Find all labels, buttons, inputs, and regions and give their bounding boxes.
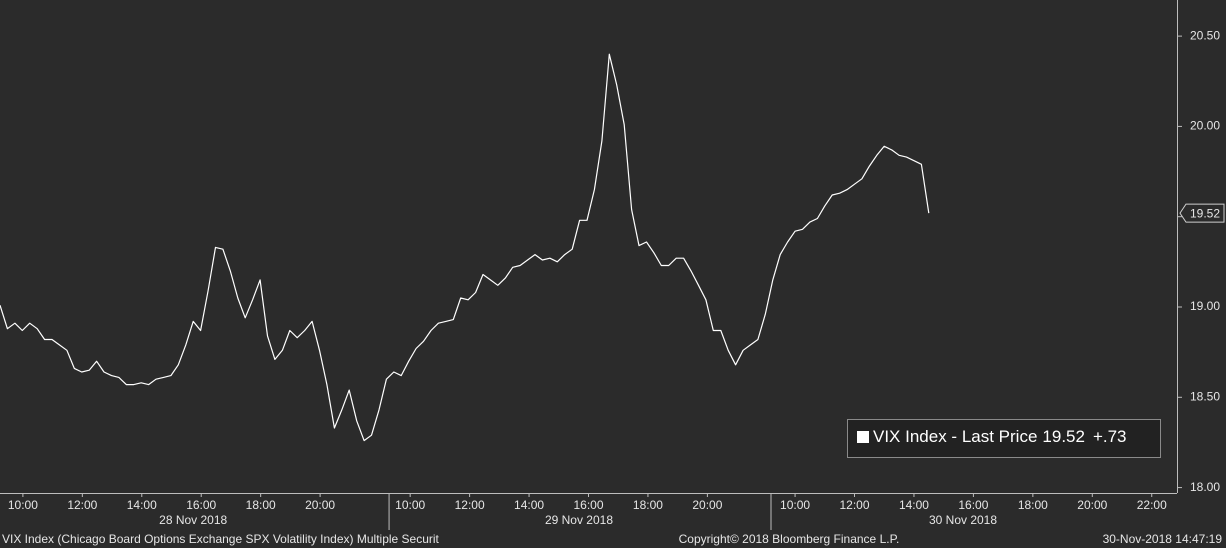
legend-label: VIX Index - Last Price 19.52 +.73 — [873, 427, 1127, 446]
y-tick-label: 19.00 — [1190, 299, 1220, 313]
x-tick-label: 20:00 — [1077, 498, 1107, 512]
y-tick-label: 18.50 — [1190, 389, 1220, 403]
footer-right: 30-Nov-2018 14:47:19 — [1103, 532, 1223, 546]
last-price-label: 19.52 — [1190, 206, 1220, 220]
x-tick-label: 22:00 — [1137, 498, 1167, 512]
legend: VIX Index - Last Price 19.52 +.73 — [847, 419, 1161, 458]
legend-change: +.73 — [1093, 427, 1127, 446]
y-tick-label: 20.00 — [1190, 119, 1220, 133]
x-tick-label: 18:00 — [1018, 498, 1048, 512]
x-tick-label: 14:00 — [899, 498, 929, 512]
x-tick-label: 12:00 — [455, 498, 485, 512]
y-tick-label: 20.50 — [1190, 28, 1220, 42]
x-tick-label: 18:00 — [246, 498, 276, 512]
x-tick-label: 10:00 — [395, 498, 425, 512]
x-tick-label: 12:00 — [839, 498, 869, 512]
x-tick-label: 14:00 — [127, 498, 157, 512]
legend-swatch — [857, 431, 869, 443]
legend-series-name: VIX Index - Last Price — [873, 427, 1037, 446]
x-tick-label: 10:00 — [8, 498, 38, 512]
x-tick-label: 20:00 — [305, 498, 335, 512]
x-tick-label: 16:00 — [186, 498, 216, 512]
price-line — [0, 53, 930, 442]
footer-center: Copyright© 2018 Bloomberg Finance L.P. — [679, 532, 900, 546]
x-tick-label: 18:00 — [633, 498, 663, 512]
legend-box — [847, 419, 1161, 458]
y-tick-label: 18.00 — [1190, 480, 1220, 494]
legend-last-price: 19.52 — [1042, 427, 1085, 446]
day-label: 30 Nov 2018 — [929, 513, 997, 527]
day-label: 28 Nov 2018 — [159, 513, 227, 527]
x-tick-label: 12:00 — [67, 498, 97, 512]
x-tick-label: 16:00 — [958, 498, 988, 512]
footer-left: VIX Index (Chicago Board Options Exchang… — [2, 532, 440, 546]
x-tick-label: 14:00 — [514, 498, 544, 512]
x-tick-label: 16:00 — [573, 498, 603, 512]
day-label: 29 Nov 2018 — [545, 513, 613, 527]
x-tick-label: 10:00 — [780, 498, 810, 512]
x-tick-label: 20:00 — [692, 498, 722, 512]
last-price-tag — [1179, 203, 1225, 223]
